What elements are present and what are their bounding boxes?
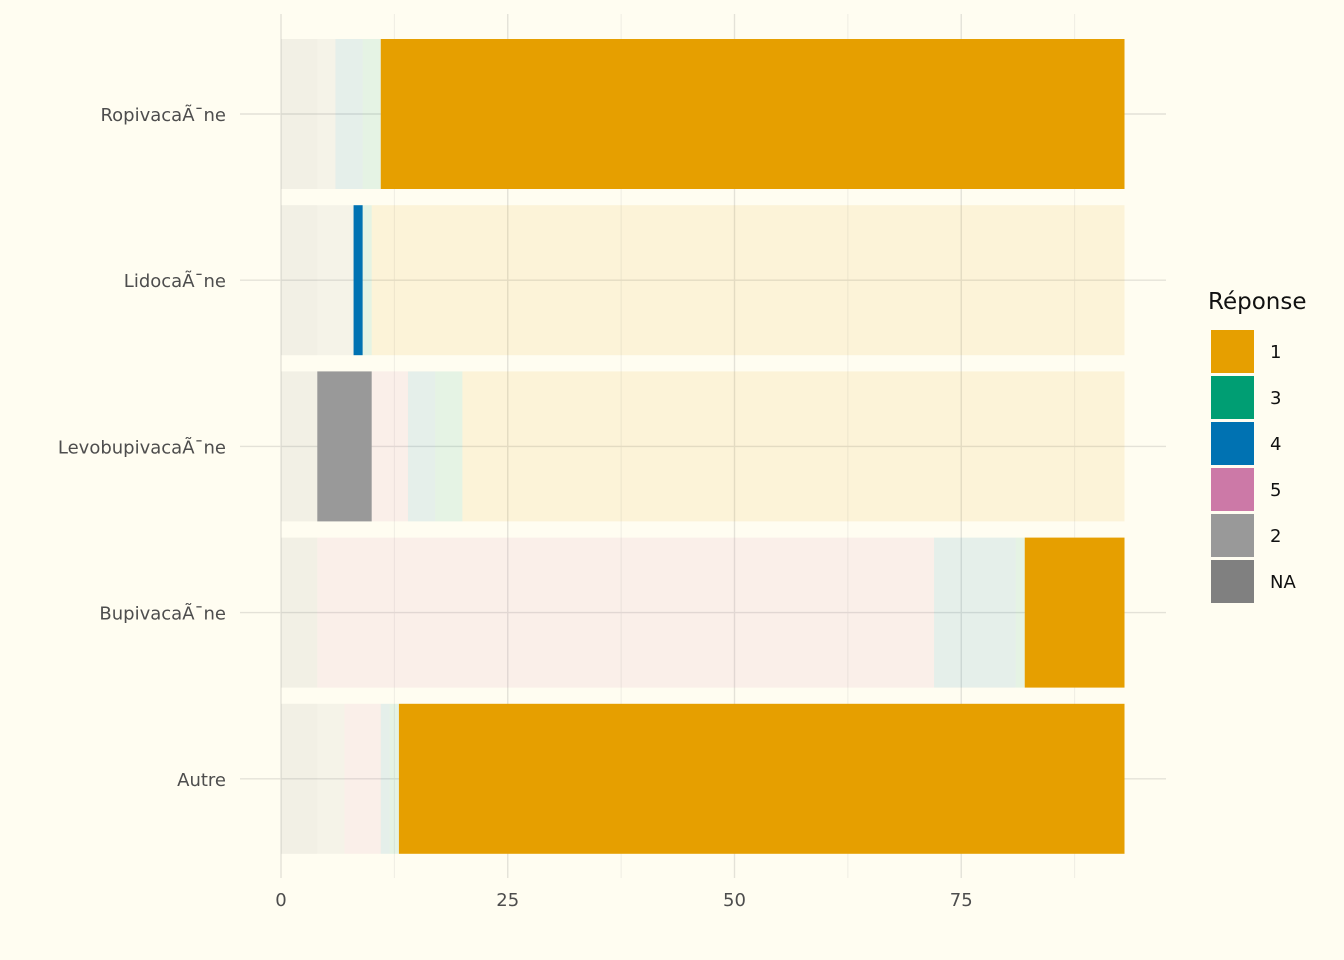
legend: Réponse 1 3 4 5 2 NA <box>1208 289 1306 603</box>
bar-lidocaa-ne-na <box>281 205 318 356</box>
y-tick-label-autre: Autre <box>177 770 226 791</box>
bar-levobupivacaa-ne-na <box>281 371 318 522</box>
bar-bupivacaa-ne-5 <box>317 537 935 688</box>
legend-key-1 <box>1211 330 1254 373</box>
x-tick-label-0: 0 <box>275 890 286 911</box>
x-tick-label-50: 50 <box>723 890 746 911</box>
y-tick-label-ropivacaa-ne: RopivacaÃ¯ne <box>100 104 226 126</box>
bar-levobupivacaa-ne-1 <box>462 371 1125 522</box>
y-axis-tick-labels: RopivacaÃ¯ne LidocaÃ¯ne LevobupivacaÃ¯ne Bu… <box>58 104 226 791</box>
bar-bupivacaa-ne-3 <box>1015 537 1025 688</box>
bar-autre-2 <box>317 703 345 854</box>
bar-autre-4 <box>380 703 390 854</box>
bar-ropivacaa-ne-na <box>281 39 318 189</box>
bar-levobupivacaa-ne-3 <box>435 371 463 522</box>
y-tick-label-bupivacaa-ne: BupivacaÃ¯ne <box>99 603 226 625</box>
bar-levobupivacaa-ne-2 <box>317 371 372 522</box>
legend-key-3 <box>1211 376 1254 419</box>
legend-key-4 <box>1211 422 1254 465</box>
legend-label-na: NA <box>1270 572 1296 593</box>
bar-autre-5 <box>344 703 381 854</box>
y-tick-label-lidocaa-ne: LidocaÃ¯ne <box>124 270 226 292</box>
bar-lidocaa-ne-2 <box>317 205 354 356</box>
bar-bupivacaa-ne-na <box>281 537 318 688</box>
legend-title: Réponse <box>1208 289 1306 315</box>
legend-label-1: 1 <box>1270 342 1281 363</box>
bar-levobupivacaa-ne-5 <box>371 371 408 522</box>
legend-key-na <box>1211 560 1254 603</box>
legend-label-5: 5 <box>1270 480 1281 501</box>
legend-label-3: 3 <box>1270 388 1281 409</box>
bar-ropivacaa-ne-4 <box>335 39 363 189</box>
bar-bupivacaa-ne-4 <box>934 537 1016 688</box>
legend-label-4: 4 <box>1270 434 1281 455</box>
bar-autre-na <box>281 703 318 854</box>
x-axis-tick-labels: 0 25 50 75 <box>275 890 972 911</box>
bar-bupivacaa-ne-1 <box>1024 537 1125 688</box>
y-tick-label-levobupivacaa-ne: LevobupivacaÃ¯ne <box>58 436 226 458</box>
bar-lidocaa-ne-1 <box>371 205 1125 356</box>
bar-autre-1 <box>398 703 1125 854</box>
x-tick-label-75: 75 <box>950 890 973 911</box>
legend-label-2: 2 <box>1270 526 1281 547</box>
legend-key-2 <box>1211 514 1254 557</box>
bar-lidocaa-ne-4 <box>353 205 363 356</box>
bar-lidocaa-ne-3 <box>362 205 372 356</box>
bar-ropivacaa-ne-2 <box>317 39 336 189</box>
legend-key-5 <box>1211 468 1254 511</box>
bars <box>281 39 1125 854</box>
bar-levobupivacaa-ne-4 <box>407 371 436 522</box>
bar-ropivacaa-ne-1 <box>380 39 1125 189</box>
bar-autre-3 <box>389 703 399 854</box>
bar-ropivacaa-ne-3 <box>362 39 381 189</box>
x-tick-label-25: 25 <box>496 890 519 911</box>
